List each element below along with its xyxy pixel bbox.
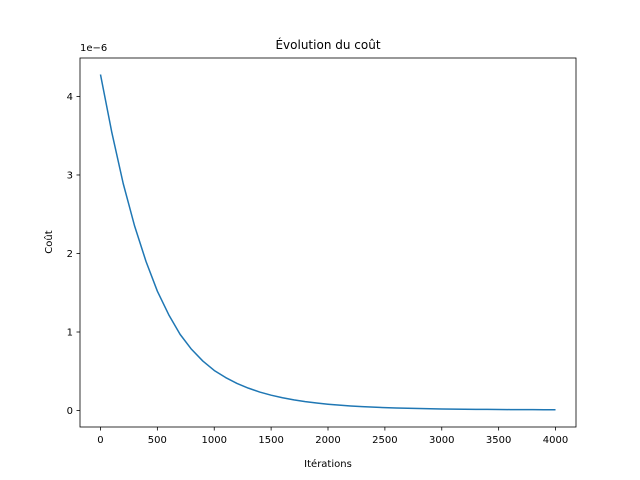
plot-frame [79,57,577,428]
x-tick-label: 1000 [202,435,227,446]
y-ticks: 0 1 2 3 4 [67,92,80,417]
series-layer [99,74,556,411]
x-tick-label: 500 [148,435,167,446]
cost-series-line [99,74,556,411]
x-tick-label: 2500 [372,435,397,446]
x-tick-label: 1500 [258,435,283,446]
x-tick-label: 3500 [486,435,511,446]
y-offset-label: 1e−6 [80,43,107,54]
y-tick-label: 2 [67,249,73,260]
x-ticks: 0 500 1000 1500 2000 2500 3000 3500 4000 [97,427,568,446]
y-tick-label: 1 [67,328,73,339]
x-tick-label: 0 [97,435,103,446]
x-axis-label: Itérations [304,458,352,470]
y-tick-label: 3 [67,170,73,181]
chart-title: Évolution du coût [275,37,380,52]
y-axis-label: Coût [43,230,55,253]
x-tick-label: 2000 [315,435,340,446]
y-tick-label: 0 [67,406,73,417]
x-tick-label: 4000 [543,435,568,446]
y-tick-label: 4 [67,92,73,103]
x-tick-label: 3000 [429,435,454,446]
